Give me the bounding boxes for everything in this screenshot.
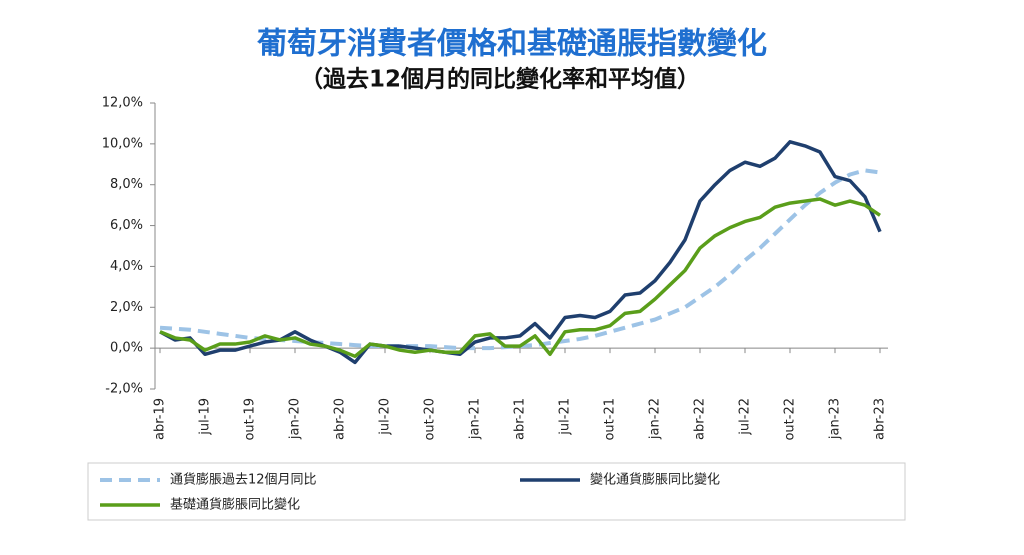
series-line: [159, 168, 881, 351]
legend-label: 基礎通貨膨脹同比變化: [170, 497, 300, 513]
y-tick-label: 0,0%: [110, 341, 143, 356]
x-tick-label: out-22: [783, 398, 798, 441]
x-tick-label: jul-20: [378, 398, 393, 436]
x-tick-label: out-21: [603, 398, 618, 441]
x-tick-label: jul-22: [738, 398, 753, 436]
series-line: [159, 197, 881, 359]
x-tick-label: jan-23: [828, 398, 843, 440]
y-tick-label: 2,0%: [110, 300, 143, 315]
x-tick-label: out-19: [243, 398, 258, 441]
x-tick-label: jul-21: [558, 398, 573, 436]
y-tick-label: 4,0%: [110, 259, 143, 274]
x-tick-label: jul-19: [198, 398, 213, 436]
legend-label: 通貨膨脹過去12個月同比: [170, 472, 317, 488]
y-tick-label: 10,0%: [102, 136, 143, 151]
x-tick-label: abr-23: [873, 398, 888, 440]
x-tick-label: jan-22: [648, 398, 663, 440]
x-tick-label: abr-19: [153, 398, 168, 440]
legend-label: 變化通貨膨脹同比變化: [590, 472, 720, 488]
y-tick-label: 8,0%: [110, 177, 143, 192]
y-tick-label: 6,0%: [110, 218, 143, 233]
chart-subtitle: （過去12個月的同比變化率和平均值）: [300, 66, 700, 93]
chart-title: 葡萄牙消費者價格和基礎通脹指數變化: [257, 27, 767, 62]
x-tick-label: jan-20: [288, 398, 303, 440]
x-tick-label: out-20: [423, 398, 438, 441]
x-tick-label: abr-20: [333, 398, 348, 440]
series-line: [159, 140, 882, 365]
legend-box: [87, 462, 906, 521]
x-tick-label: abr-21: [513, 398, 528, 440]
x-tick-label: jan-21: [468, 398, 483, 440]
y-tick-label: -2,0%: [105, 382, 143, 397]
y-tick-label: 12,0%: [102, 96, 143, 111]
x-tick-label: abr-22: [693, 398, 708, 440]
